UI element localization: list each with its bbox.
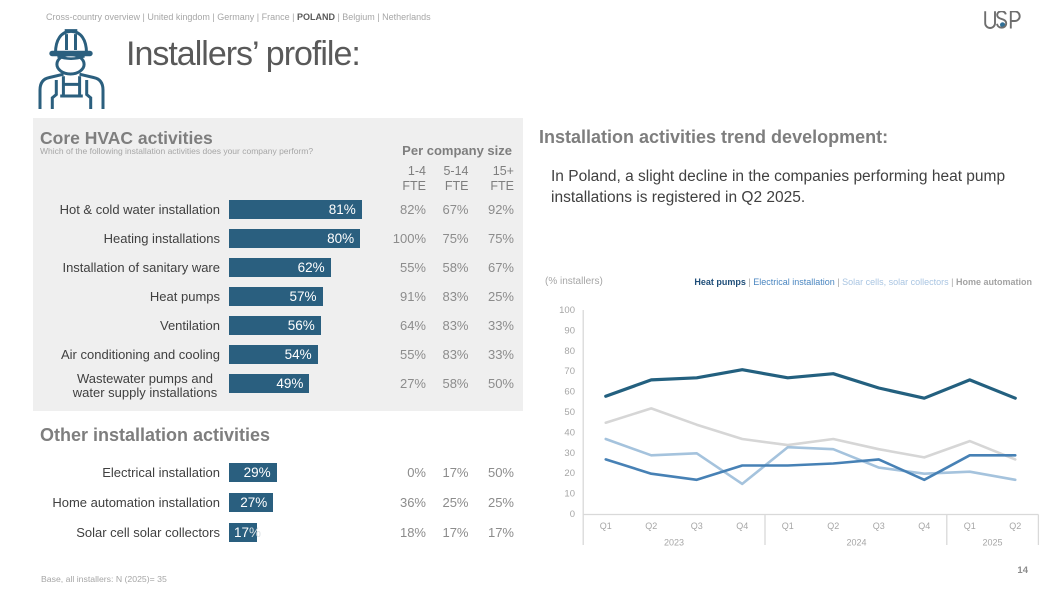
svg-text:70: 70 <box>564 366 575 377</box>
svg-text:Q3: Q3 <box>873 521 885 531</box>
svg-text:Q1: Q1 <box>782 521 794 531</box>
svg-text:50: 50 <box>564 407 575 418</box>
svg-text:100: 100 <box>559 305 575 316</box>
svg-text:20: 20 <box>564 468 575 479</box>
svg-text:2023: 2023 <box>664 538 684 548</box>
svg-text:Q1: Q1 <box>600 521 612 531</box>
svg-text:10: 10 <box>564 489 575 500</box>
svg-text:Q1: Q1 <box>964 521 976 531</box>
svg-text:60: 60 <box>564 387 575 398</box>
svg-text:30: 30 <box>564 448 575 459</box>
svg-text:Q2: Q2 <box>645 521 657 531</box>
svg-text:80: 80 <box>564 346 575 357</box>
svg-text:0: 0 <box>570 509 575 520</box>
svg-text:Q3: Q3 <box>691 521 703 531</box>
svg-text:2025: 2025 <box>982 538 1002 548</box>
svg-text:2024: 2024 <box>846 538 866 548</box>
svg-text:Q2: Q2 <box>827 521 839 531</box>
svg-text:40: 40 <box>564 427 575 438</box>
svg-text:Q4: Q4 <box>736 521 748 531</box>
svg-text:90: 90 <box>564 325 575 336</box>
svg-text:Q4: Q4 <box>918 521 930 531</box>
svg-text:Q2: Q2 <box>1009 521 1021 531</box>
